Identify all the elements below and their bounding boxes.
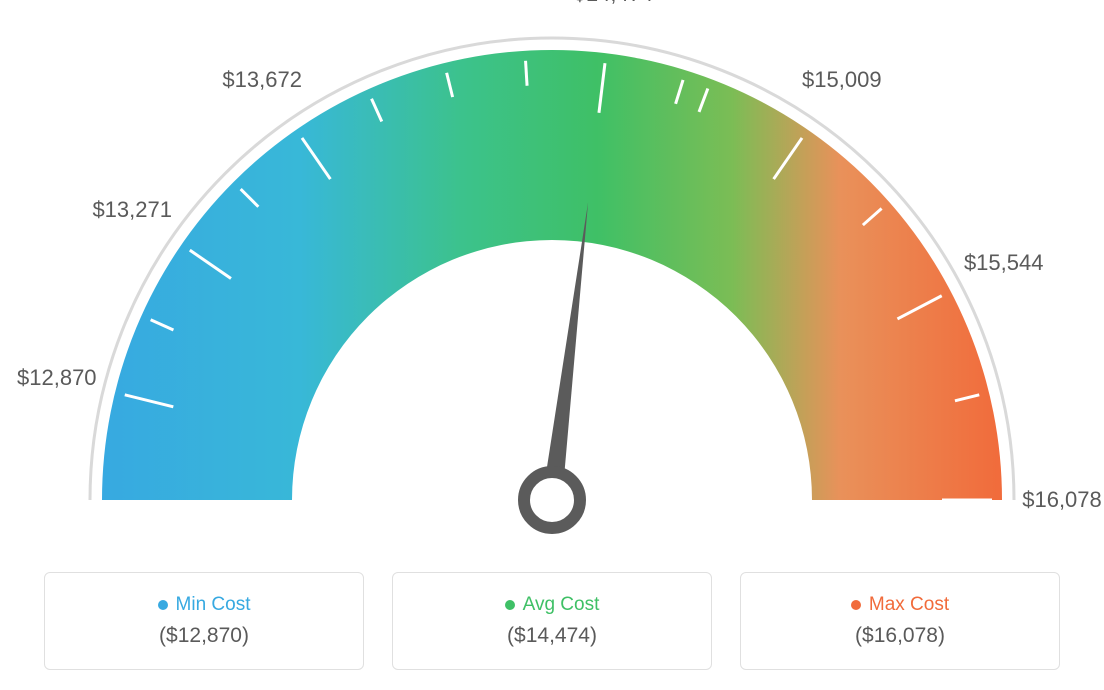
avg-cost-card: Avg Cost ($14,474): [392, 572, 712, 670]
dot-icon: [158, 600, 168, 610]
gauge-tick-label: $15,544: [964, 250, 1044, 276]
min-cost-value: ($12,870): [159, 624, 249, 648]
gauge-tick-label: $14,474: [574, 0, 654, 7]
dot-icon: [851, 600, 861, 610]
max-cost-card: Max Cost ($16,078): [740, 572, 1060, 670]
avg-cost-label: Avg Cost: [523, 594, 600, 616]
min-cost-title: Min Cost: [158, 594, 251, 616]
gauge-tick-label: $12,870: [17, 365, 97, 391]
dot-icon: [505, 600, 515, 610]
avg-cost-title: Avg Cost: [505, 594, 600, 616]
gauge-svg: [0, 0, 1104, 560]
gauge-tick-label: $16,078: [1022, 487, 1102, 513]
max-cost-label: Max Cost: [869, 594, 949, 616]
summary-cards: Min Cost ($12,870) Avg Cost ($14,474) Ma…: [0, 572, 1104, 670]
gauge-tick-label: $13,672: [222, 67, 302, 93]
max-cost-title: Max Cost: [851, 594, 949, 616]
max-cost-value: ($16,078): [855, 624, 945, 648]
avg-cost-value: ($14,474): [507, 624, 597, 648]
min-cost-card: Min Cost ($12,870): [44, 572, 364, 670]
min-cost-label: Min Cost: [176, 594, 251, 616]
gauge-tick-label: $15,009: [802, 67, 882, 93]
gauge-tick-label: $13,271: [92, 197, 172, 223]
gauge-chart: $12,870 $13,271 $13,672 $14,474 $15,009 $15,5…: [0, 0, 1104, 560]
